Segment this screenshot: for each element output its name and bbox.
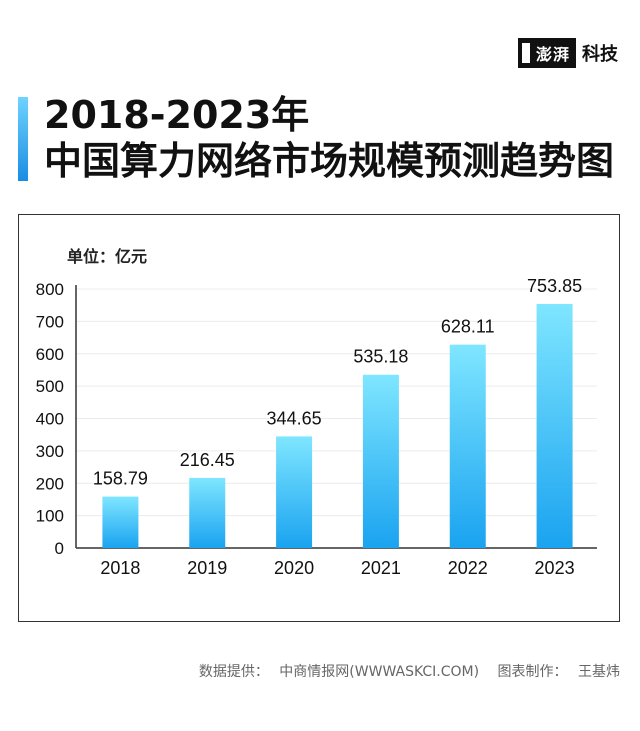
y-tick-label: 500 bbox=[36, 377, 64, 396]
title-line-2: 中国算力网络市场规模预测趋势图 bbox=[44, 139, 615, 183]
source-name: 中商情报网(WWWASKCI.COM) bbox=[279, 664, 480, 680]
brand-logo-mark: 澎湃 bbox=[517, 38, 576, 68]
data-label-2020: 344.65 bbox=[267, 408, 322, 428]
source-label: 数据提供： bbox=[198, 664, 269, 680]
bar-2023 bbox=[536, 303, 573, 548]
bar-2018 bbox=[102, 496, 139, 548]
title-line-1: 2018-2023年 bbox=[44, 93, 310, 137]
title-accent-bar bbox=[18, 97, 28, 181]
bar-2020 bbox=[276, 436, 313, 548]
page-title: 2018-2023年 中国算力网络市场规模预测趋势图 bbox=[44, 92, 614, 184]
brand-section: 科技 bbox=[582, 44, 618, 65]
author-name: 王基炜 bbox=[578, 664, 620, 680]
x-tick-label-2021: 2021 bbox=[361, 558, 401, 578]
x-tick-label-2020: 2020 bbox=[274, 558, 314, 578]
y-tick-label: 400 bbox=[36, 410, 64, 429]
y-tick-label: 200 bbox=[36, 474, 64, 493]
data-label-2019: 216.45 bbox=[180, 450, 235, 470]
brand-logo: 澎湃 科技 bbox=[517, 38, 618, 68]
y-tick-label: 300 bbox=[36, 442, 64, 461]
y-tick-label: 800 bbox=[36, 280, 64, 299]
x-tick-label-2018: 2018 bbox=[100, 558, 140, 578]
x-tick-label-2022: 2022 bbox=[448, 558, 488, 578]
y-tick-label: 600 bbox=[36, 345, 64, 364]
data-label-2023: 753.85 bbox=[527, 276, 582, 296]
bar-2022 bbox=[449, 344, 486, 548]
x-tick-label-2023: 2023 bbox=[535, 558, 575, 578]
footer-credits: 数据提供： 中商情报网(WWWASKCI.COM) 图表制作： 王基炜 bbox=[193, 661, 620, 681]
data-label-2018: 158.79 bbox=[93, 469, 148, 489]
unit-label: 单位：亿元 bbox=[67, 247, 148, 266]
data-label-2021: 535.18 bbox=[353, 347, 408, 367]
y-tick-label: 100 bbox=[36, 507, 64, 526]
brand-logo-text: 澎湃 bbox=[535, 45, 570, 64]
bar-chart: 0 100 200 300 400 500 600 700 800 158.79 2018 216.4… bbox=[36, 276, 597, 578]
author-label: 图表制作： bbox=[497, 664, 568, 680]
bar-2021 bbox=[362, 374, 399, 548]
chart-container: 单位：亿元 0 100 200 300 400 500 600 700 800 158.79 201… bbox=[18, 214, 620, 622]
bar-2019 bbox=[189, 477, 226, 548]
data-label-2022: 628.11 bbox=[441, 317, 495, 337]
x-tick-label-2019: 2019 bbox=[187, 558, 227, 578]
y-tick-label: 700 bbox=[36, 312, 64, 331]
y-tick-label: 0 bbox=[55, 539, 64, 558]
